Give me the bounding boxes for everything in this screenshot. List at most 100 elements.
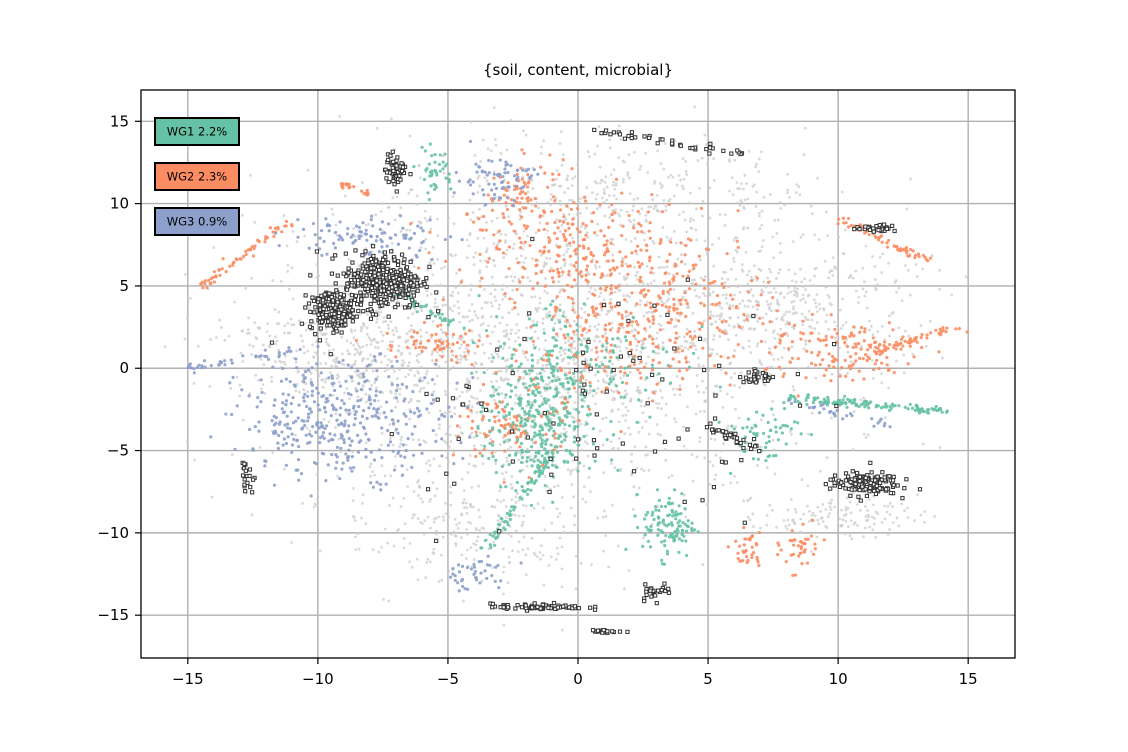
data-point xyxy=(383,474,387,478)
data-point xyxy=(766,303,770,307)
data-point xyxy=(678,519,682,523)
data-point xyxy=(347,258,351,261)
data-point xyxy=(658,296,662,300)
data-point xyxy=(747,345,751,348)
data-point xyxy=(660,558,664,562)
data-point xyxy=(308,429,312,433)
data-point xyxy=(552,395,556,399)
data-point xyxy=(271,279,275,282)
data-point xyxy=(435,350,439,354)
data-point xyxy=(709,313,713,317)
data-point xyxy=(465,256,469,260)
data-point xyxy=(340,362,344,366)
data-point xyxy=(582,434,586,439)
data-point xyxy=(408,352,412,355)
data-point xyxy=(446,382,450,385)
data-point xyxy=(715,294,720,298)
data-point xyxy=(438,464,442,468)
data-point xyxy=(784,524,788,528)
data-point xyxy=(796,287,799,291)
data-point xyxy=(441,535,445,539)
data-point xyxy=(891,310,895,314)
data-point xyxy=(630,320,635,324)
data-point xyxy=(521,265,525,269)
data-point xyxy=(897,524,901,528)
data-point xyxy=(470,431,474,435)
data-point xyxy=(541,317,545,321)
data-point xyxy=(688,334,693,339)
data-point xyxy=(511,247,515,251)
data-point xyxy=(867,498,871,501)
data-point xyxy=(598,340,602,343)
data-point xyxy=(717,420,721,424)
data-point xyxy=(529,198,533,202)
data-point xyxy=(425,289,429,293)
data-point xyxy=(835,331,839,336)
data-point xyxy=(802,512,805,516)
data-point xyxy=(491,393,495,398)
data-point xyxy=(548,349,552,353)
data-point xyxy=(838,517,841,521)
data-point xyxy=(714,284,718,287)
data-point xyxy=(486,147,490,151)
data-point xyxy=(322,417,326,421)
data-point xyxy=(593,314,597,318)
data-point xyxy=(376,346,380,350)
data-point xyxy=(591,253,595,258)
data-point xyxy=(645,376,649,380)
data-point xyxy=(599,291,603,295)
data-point xyxy=(234,257,238,261)
data-point xyxy=(471,419,475,423)
data-point xyxy=(601,344,605,348)
data-point xyxy=(697,390,701,394)
data-point xyxy=(417,399,421,403)
data-point xyxy=(556,436,561,441)
data-point xyxy=(277,310,281,314)
data-point xyxy=(709,437,713,441)
data-point xyxy=(518,192,522,196)
data-point xyxy=(794,441,798,445)
data-point xyxy=(465,511,469,515)
data-point xyxy=(848,355,853,359)
data-point xyxy=(684,448,688,452)
data-point xyxy=(419,328,422,332)
data-point xyxy=(642,314,646,318)
data-point xyxy=(550,521,554,525)
data-point xyxy=(399,206,403,210)
data-point xyxy=(606,365,611,369)
data-point xyxy=(463,354,467,358)
data-point xyxy=(327,349,331,352)
data-point xyxy=(501,316,504,319)
data-point xyxy=(592,293,597,297)
data-point xyxy=(732,256,736,260)
data-point xyxy=(616,468,620,472)
data-point xyxy=(832,360,836,364)
data-point xyxy=(356,342,359,345)
data-point xyxy=(555,169,559,172)
data-point xyxy=(548,424,552,428)
data-point xyxy=(446,323,451,327)
data-point xyxy=(543,171,547,175)
data-point xyxy=(399,442,403,446)
data-point xyxy=(583,310,587,314)
data-point xyxy=(536,458,540,462)
data-point xyxy=(897,286,901,290)
data-point xyxy=(380,464,384,467)
data-point xyxy=(570,167,574,171)
data-point xyxy=(683,291,687,295)
data-point xyxy=(423,304,427,308)
data-point xyxy=(682,425,685,429)
data-point xyxy=(430,154,434,158)
data-point xyxy=(663,539,667,543)
data-point xyxy=(524,133,528,137)
data-point xyxy=(487,418,491,423)
data-point xyxy=(559,444,563,448)
data-point xyxy=(488,532,492,537)
data-point xyxy=(546,201,550,204)
data-point xyxy=(607,205,611,209)
data-point xyxy=(504,201,508,205)
data-point xyxy=(547,376,551,380)
data-point xyxy=(793,293,796,297)
data-point xyxy=(403,522,407,526)
data-point xyxy=(640,262,644,266)
